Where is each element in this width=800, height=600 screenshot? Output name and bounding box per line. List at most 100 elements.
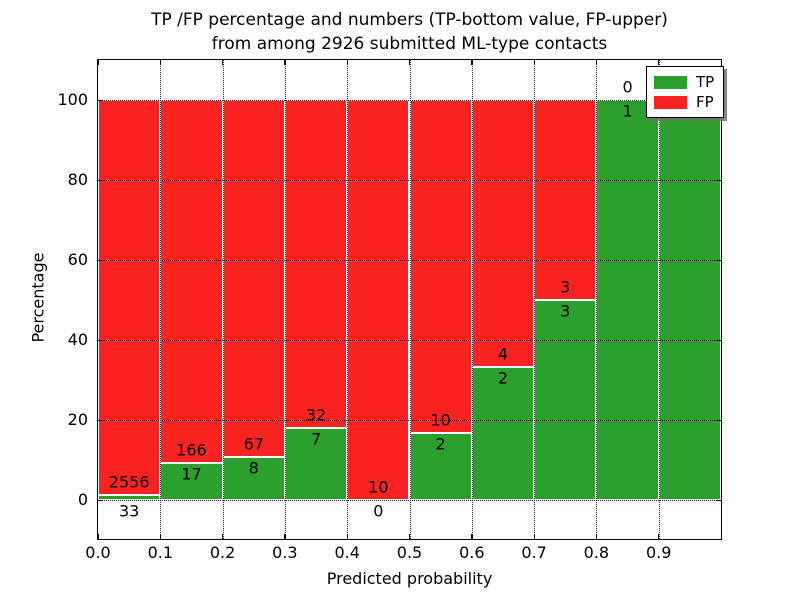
bar-tp-segment (160, 462, 223, 500)
y-tick-mark (98, 259, 103, 261)
x-tick-mark (720, 534, 722, 539)
x-tick-mark (595, 60, 598, 65)
bar-fp-segment (409, 100, 472, 434)
y-tick-mark (716, 339, 721, 341)
y-tick-mark (98, 339, 103, 341)
bar-fp-segment (284, 100, 348, 429)
bar-fp-segment (347, 100, 410, 500)
y-axis-label: Percentage (28, 252, 48, 343)
legend-label-fp: FP (696, 92, 714, 111)
y-tick-mark (98, 419, 103, 421)
x-tick-label: 0.7 (521, 543, 547, 562)
x-tick-mark (409, 60, 411, 65)
x-tick-mark (471, 534, 473, 539)
x-tick-label: 0.3 (272, 543, 298, 562)
y-tick-label: 80 (67, 170, 88, 189)
bar-fp-segment (98, 100, 161, 495)
bar-tp-segment (596, 100, 659, 500)
vertical-gridline (347, 60, 349, 539)
bar-value-fp: 0 (622, 77, 633, 97)
x-tick-mark (284, 534, 286, 539)
bar-fp-segment (534, 100, 597, 300)
x-tick-mark (533, 534, 535, 539)
y-tick-mark (716, 499, 721, 501)
y-tick-mark (716, 259, 721, 261)
x-tick-mark (595, 534, 598, 539)
bar-tp-segment (409, 433, 472, 500)
vertical-gridline (160, 60, 162, 539)
bar-value-tp: 8 (248, 458, 259, 478)
vertical-gridline (222, 60, 224, 539)
x-tick-mark (658, 534, 660, 539)
x-tick-mark (159, 534, 162, 539)
x-tick-mark (346, 534, 348, 539)
y-tick-mark (716, 179, 721, 181)
bar-value-fp: 10 (368, 477, 389, 497)
bar-value-tp: 0 (373, 501, 384, 521)
legend-item-tp: TP (654, 72, 714, 92)
y-tick-label: 100 (57, 90, 88, 109)
x-tick-mark (97, 60, 99, 65)
vertical-gridline (534, 60, 536, 539)
horizontal-gridline (98, 420, 721, 421)
chart-title-line1: TP /FP percentage and numbers (TP-bottom… (151, 10, 668, 30)
bar-value-fp: 32 (305, 405, 327, 425)
y-tick-mark (716, 419, 721, 421)
x-tick-label: 0.0 (85, 543, 111, 562)
x-tick-label: 0.6 (459, 543, 485, 562)
x-tick-mark (471, 60, 473, 65)
x-tick-mark (284, 60, 286, 65)
x-tick-mark (720, 60, 722, 65)
bar-value-fp: 2556 (108, 472, 150, 492)
vertical-gridline (471, 60, 473, 539)
tp-color-swatch-icon (654, 75, 687, 89)
bar-fp-segment (160, 100, 223, 463)
x-tick-label: 0.4 (334, 543, 360, 562)
bar-tp-segment (534, 300, 597, 500)
bar-value-fp: 166 (176, 440, 207, 460)
bar-fp-segment (471, 100, 535, 367)
bar-value-fp: 3 (560, 277, 571, 297)
bar-tp-segment (658, 100, 721, 500)
bar-value-tp: 2 (435, 434, 446, 454)
x-tick-mark (159, 60, 162, 65)
y-tick-label: 20 (67, 410, 88, 429)
y-tick-label: 60 (67, 250, 88, 269)
x-tick-mark (222, 60, 224, 65)
plot-area: 2556331661767832710010242330105 (97, 60, 722, 539)
x-tick-label: 0.2 (209, 543, 236, 562)
bar-value-tp: 33 (118, 501, 140, 521)
horizontal-gridline (98, 180, 721, 181)
bar-fp-segment (222, 100, 285, 458)
horizontal-gridline (98, 260, 721, 261)
bar-value-tp: 2 (497, 368, 509, 388)
horizontal-gridline (98, 340, 721, 341)
y-tick-label: 0 (77, 490, 88, 509)
legend-label-tp: TP (696, 72, 715, 91)
vertical-gridline (658, 60, 660, 539)
y-tick-mark (98, 179, 103, 181)
x-tick-mark (346, 60, 348, 65)
x-tick-mark (409, 534, 411, 539)
y-tick-label: 40 (67, 330, 88, 349)
bar-value-tp: 1 (622, 101, 633, 121)
vertical-gridline (596, 60, 598, 539)
bar-value-fp: 10 (430, 410, 451, 430)
bar-value-fp: 4 (497, 344, 509, 364)
x-tick-mark (97, 534, 99, 539)
bar-tp-segment (284, 428, 348, 500)
x-tick-mark (658, 60, 660, 65)
horizontal-gridline (98, 500, 721, 501)
x-axis-label: Predicted probability (326, 569, 493, 588)
bar-value-tp: 7 (310, 429, 322, 449)
bar-tp-segment (98, 494, 161, 500)
bar-value-fp: 67 (243, 434, 264, 454)
x-tick-mark (222, 534, 224, 539)
x-tick-label: 0.5 (396, 543, 423, 562)
chart-title: TP /FP percentage and numbers (TP-bottom… (98, 8, 721, 56)
y-tick-mark (98, 99, 103, 101)
bar-value-tp: 3 (560, 301, 571, 321)
x-tick-label: 0.8 (583, 543, 610, 562)
chart-title-line2: from among 2926 submitted ML-type contac… (211, 34, 608, 54)
